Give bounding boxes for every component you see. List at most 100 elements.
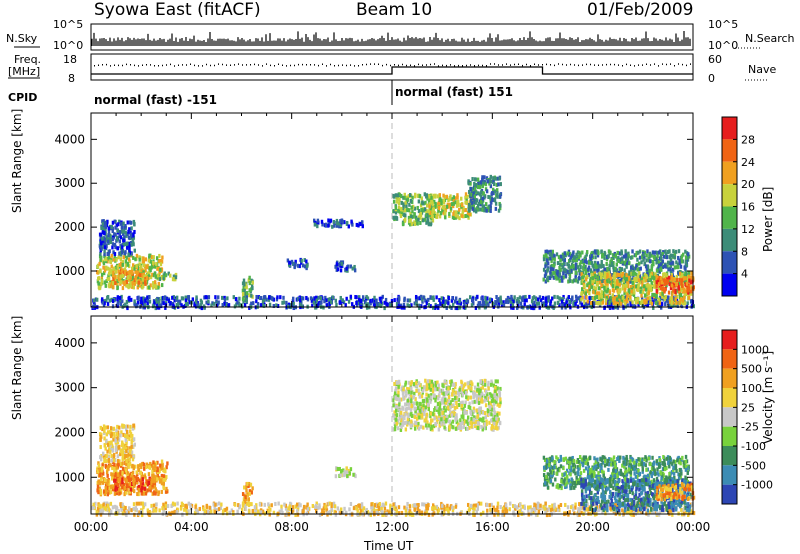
power-cell (617, 288, 621, 293)
power-cell (625, 283, 628, 288)
velocity-cell (120, 443, 124, 448)
power-cell (579, 253, 582, 258)
power-cell (373, 295, 376, 300)
power-cell (586, 289, 589, 294)
power-cell (549, 249, 552, 254)
velocity-cell (106, 425, 110, 430)
power-cell (157, 303, 160, 308)
power-cell (643, 261, 647, 266)
power-cell (99, 269, 102, 274)
power-cell (686, 288, 689, 293)
power-cell (427, 209, 430, 214)
power-cell (116, 237, 119, 242)
power-cell (215, 303, 219, 308)
power-cell (276, 303, 280, 308)
power-cell (191, 297, 195, 302)
velocity-cell (122, 442, 125, 447)
power-cell (397, 295, 401, 300)
power-cell (587, 272, 590, 277)
power-cell (160, 296, 164, 301)
velocity-cell (103, 489, 106, 494)
velocity-cell (152, 466, 155, 471)
power-cell (306, 262, 309, 267)
velocity-cell (476, 506, 480, 511)
power-cell (676, 265, 680, 270)
power-cell (561, 252, 565, 257)
velocity-cell (184, 503, 187, 508)
power-cell (439, 301, 442, 306)
power-cell (584, 302, 588, 307)
power-cell (657, 297, 660, 302)
velocity-cell (413, 507, 417, 512)
power-cell (107, 276, 111, 281)
velocity-cell (144, 491, 148, 496)
power-cell (589, 278, 592, 283)
power-cell (481, 204, 485, 209)
velocity-cell (151, 469, 154, 474)
velocity-cell (306, 502, 309, 507)
power-cell (464, 214, 467, 219)
power-cell (613, 279, 616, 284)
power-cell (515, 299, 519, 304)
velocity-cell (228, 510, 231, 515)
velocity-cell (343, 506, 346, 511)
velocity-cell (482, 510, 485, 515)
power-cell (103, 245, 107, 250)
velocity-cell (132, 502, 136, 507)
power-cell (431, 218, 435, 223)
velocity-cell (136, 480, 139, 485)
velocity-cell (403, 505, 406, 510)
velocity-cell (154, 508, 158, 513)
power-cell (652, 278, 656, 283)
velocity-cell (285, 512, 288, 517)
power-cell (683, 274, 686, 279)
power-cell (636, 287, 640, 292)
power-cell (470, 303, 474, 308)
power-cell (650, 253, 653, 258)
power-cell (611, 293, 615, 298)
power-cell (660, 267, 663, 272)
power-cell (578, 298, 582, 303)
power-cell (638, 300, 642, 305)
power-cell (608, 290, 612, 295)
velocity-cell (125, 510, 129, 515)
power-cell (139, 270, 142, 275)
power-cell (455, 203, 459, 208)
power-cell (142, 284, 145, 289)
power-cell (128, 295, 131, 300)
power-cell (418, 304, 422, 309)
power-cell (568, 271, 571, 276)
power-cell (147, 285, 151, 290)
power-cell (655, 284, 658, 289)
power-cell (565, 268, 568, 273)
velocity-cell (397, 505, 401, 510)
power-cell (142, 256, 145, 261)
power-cell (619, 299, 622, 304)
velocity-cell (100, 468, 103, 473)
power-cell (663, 281, 667, 286)
velocity-cell (502, 512, 506, 517)
power-cell (658, 298, 662, 303)
power-cell (157, 281, 161, 286)
velocity-cell (133, 442, 137, 447)
power-cell (676, 303, 680, 308)
power-cell (464, 192, 468, 197)
velocity-cell (97, 463, 101, 468)
power-cell (628, 276, 631, 281)
velocity-cell (389, 503, 392, 508)
power-cell (614, 253, 617, 258)
power-cell (477, 191, 480, 196)
velocity-cell (113, 462, 116, 467)
power-cell (671, 253, 674, 258)
power-cell (118, 239, 122, 244)
power-cell (109, 234, 112, 239)
velocity-cell (221, 511, 225, 516)
power-cell (492, 191, 495, 196)
velocity-cell (164, 506, 167, 511)
velocity-cell (104, 446, 107, 451)
velocity-cell (544, 501, 547, 506)
velocity-cell (597, 505, 600, 510)
velocity-cell (587, 507, 590, 512)
power-cell (248, 281, 252, 286)
power-cell (244, 291, 247, 296)
